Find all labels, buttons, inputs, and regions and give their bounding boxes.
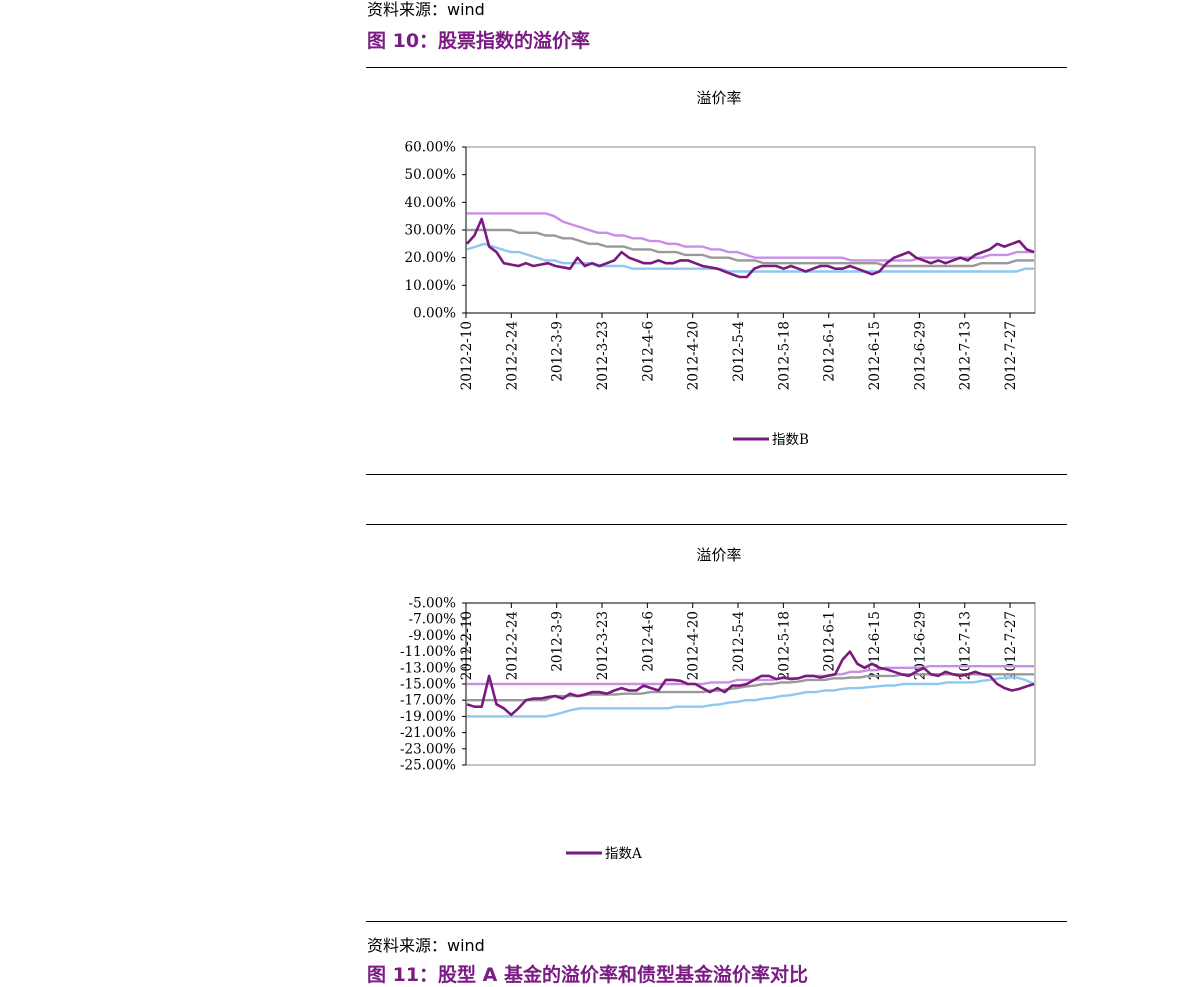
legend-label: 指数A <box>605 846 642 862</box>
y-tick-label: -13.00% <box>400 660 456 676</box>
y-tick-label: -15.00% <box>400 677 456 693</box>
x-tick-label: 2012-5-4 <box>731 321 747 382</box>
premium-chart-index-a: 溢价率 -5.00%-7.00%-9.00%-11.00%-13.00%-15.0… <box>400 546 1036 862</box>
x-tick-label: 2012-6-29 <box>912 321 928 390</box>
y-tick-label: 40.00% <box>405 195 457 211</box>
series-line-primary <box>466 650 1035 717</box>
x-tick-label: 2012-2-24 <box>504 611 520 680</box>
y-tick-label: 20.00% <box>405 250 457 266</box>
x-tick-label: 2012-7-13 <box>958 321 974 390</box>
series-line-gray <box>467 228 1034 268</box>
y-tick-label: 0.00% <box>413 306 456 322</box>
x-tick-label: 2012-5-4 <box>731 611 747 672</box>
x-tick-label: 2012-6-1 <box>822 611 838 672</box>
y-tick-label: -11.00% <box>400 644 456 660</box>
y-tick-label: -19.00% <box>400 709 456 725</box>
x-tick-label: 2012-2-10 <box>459 321 475 390</box>
x-tick-label: 2012-3-23 <box>595 321 611 390</box>
series-line-primary <box>466 217 1035 279</box>
x-tick-label: 2012-7-27 <box>1003 321 1019 390</box>
x-tick-label: 2012-7-13 <box>958 611 974 680</box>
x-tick-label: 2012-3-9 <box>550 321 566 382</box>
x-tick-label: 2012-4-6 <box>640 321 656 382</box>
premium-chart-index-b: 溢价率 60.00% 50.00% 40.00% 30.00% 20.00% 10.00% 0… <box>405 89 1036 448</box>
y-tick-label: -7.00% <box>409 612 457 628</box>
x-tick-label: 2012-7-27 <box>1003 611 1019 680</box>
x-tick-label: 2012-5-18 <box>776 611 792 680</box>
x-tick-label: 2012-4-6 <box>640 611 656 672</box>
x-tick-label: 2012-3-23 <box>595 611 611 680</box>
x-tick-label: 2012-6-15 <box>867 321 883 390</box>
y-tick-label: 60.00% <box>405 140 457 156</box>
y-tick-label: 10.00% <box>405 278 457 294</box>
y-tick-label: 30.00% <box>405 223 457 239</box>
x-tick-label: 2012-2-10 <box>459 611 475 680</box>
series-line-lavender <box>467 664 1034 686</box>
rule-bottom <box>366 921 1067 922</box>
figure-10-caption: 图 10：股票指数的溢价率 <box>367 30 591 52</box>
x-tick-label: 2012-6-1 <box>822 321 838 382</box>
plot-area <box>465 146 1036 314</box>
x-tick-label: 2012-2-24 <box>504 321 520 390</box>
chart-title: 溢价率 <box>696 89 741 107</box>
series-line-lightblue <box>467 676 1035 718</box>
x-tick-label: 2012-4-20 <box>686 321 702 390</box>
y-tick-label: -21.00% <box>400 725 456 741</box>
series-line-lavender <box>467 212 1034 262</box>
x-tick-label: 2012-5-18 <box>776 321 792 390</box>
y-tick-label: 50.00% <box>405 167 457 183</box>
source-note-bottom: 资料来源：wind <box>367 936 485 955</box>
y-tick-label: -17.00% <box>400 693 456 709</box>
y-tick-label: -9.00% <box>409 628 457 644</box>
rule-top-1 <box>366 67 1067 68</box>
figure-11-caption: 图 11：股型 A 基金的溢价率和债型基金溢价率对比 <box>367 964 808 986</box>
x-tick-label: 2012-3-9 <box>550 611 566 672</box>
chart-title: 溢价率 <box>696 546 741 564</box>
y-tick-label: -23.00% <box>400 741 456 757</box>
y-tick-label: -5.00% <box>409 596 457 612</box>
rule-mid-2 <box>366 524 1067 525</box>
source-note-top: 资料来源：wind <box>367 0 485 19</box>
x-tick-label: 2012-4-20 <box>686 611 702 680</box>
legend-label: 指数B <box>772 432 809 448</box>
rule-mid-1 <box>366 474 1067 475</box>
y-tick-label: -25.00% <box>400 758 456 774</box>
x-tick-label: 2012-6-29 <box>912 611 928 680</box>
